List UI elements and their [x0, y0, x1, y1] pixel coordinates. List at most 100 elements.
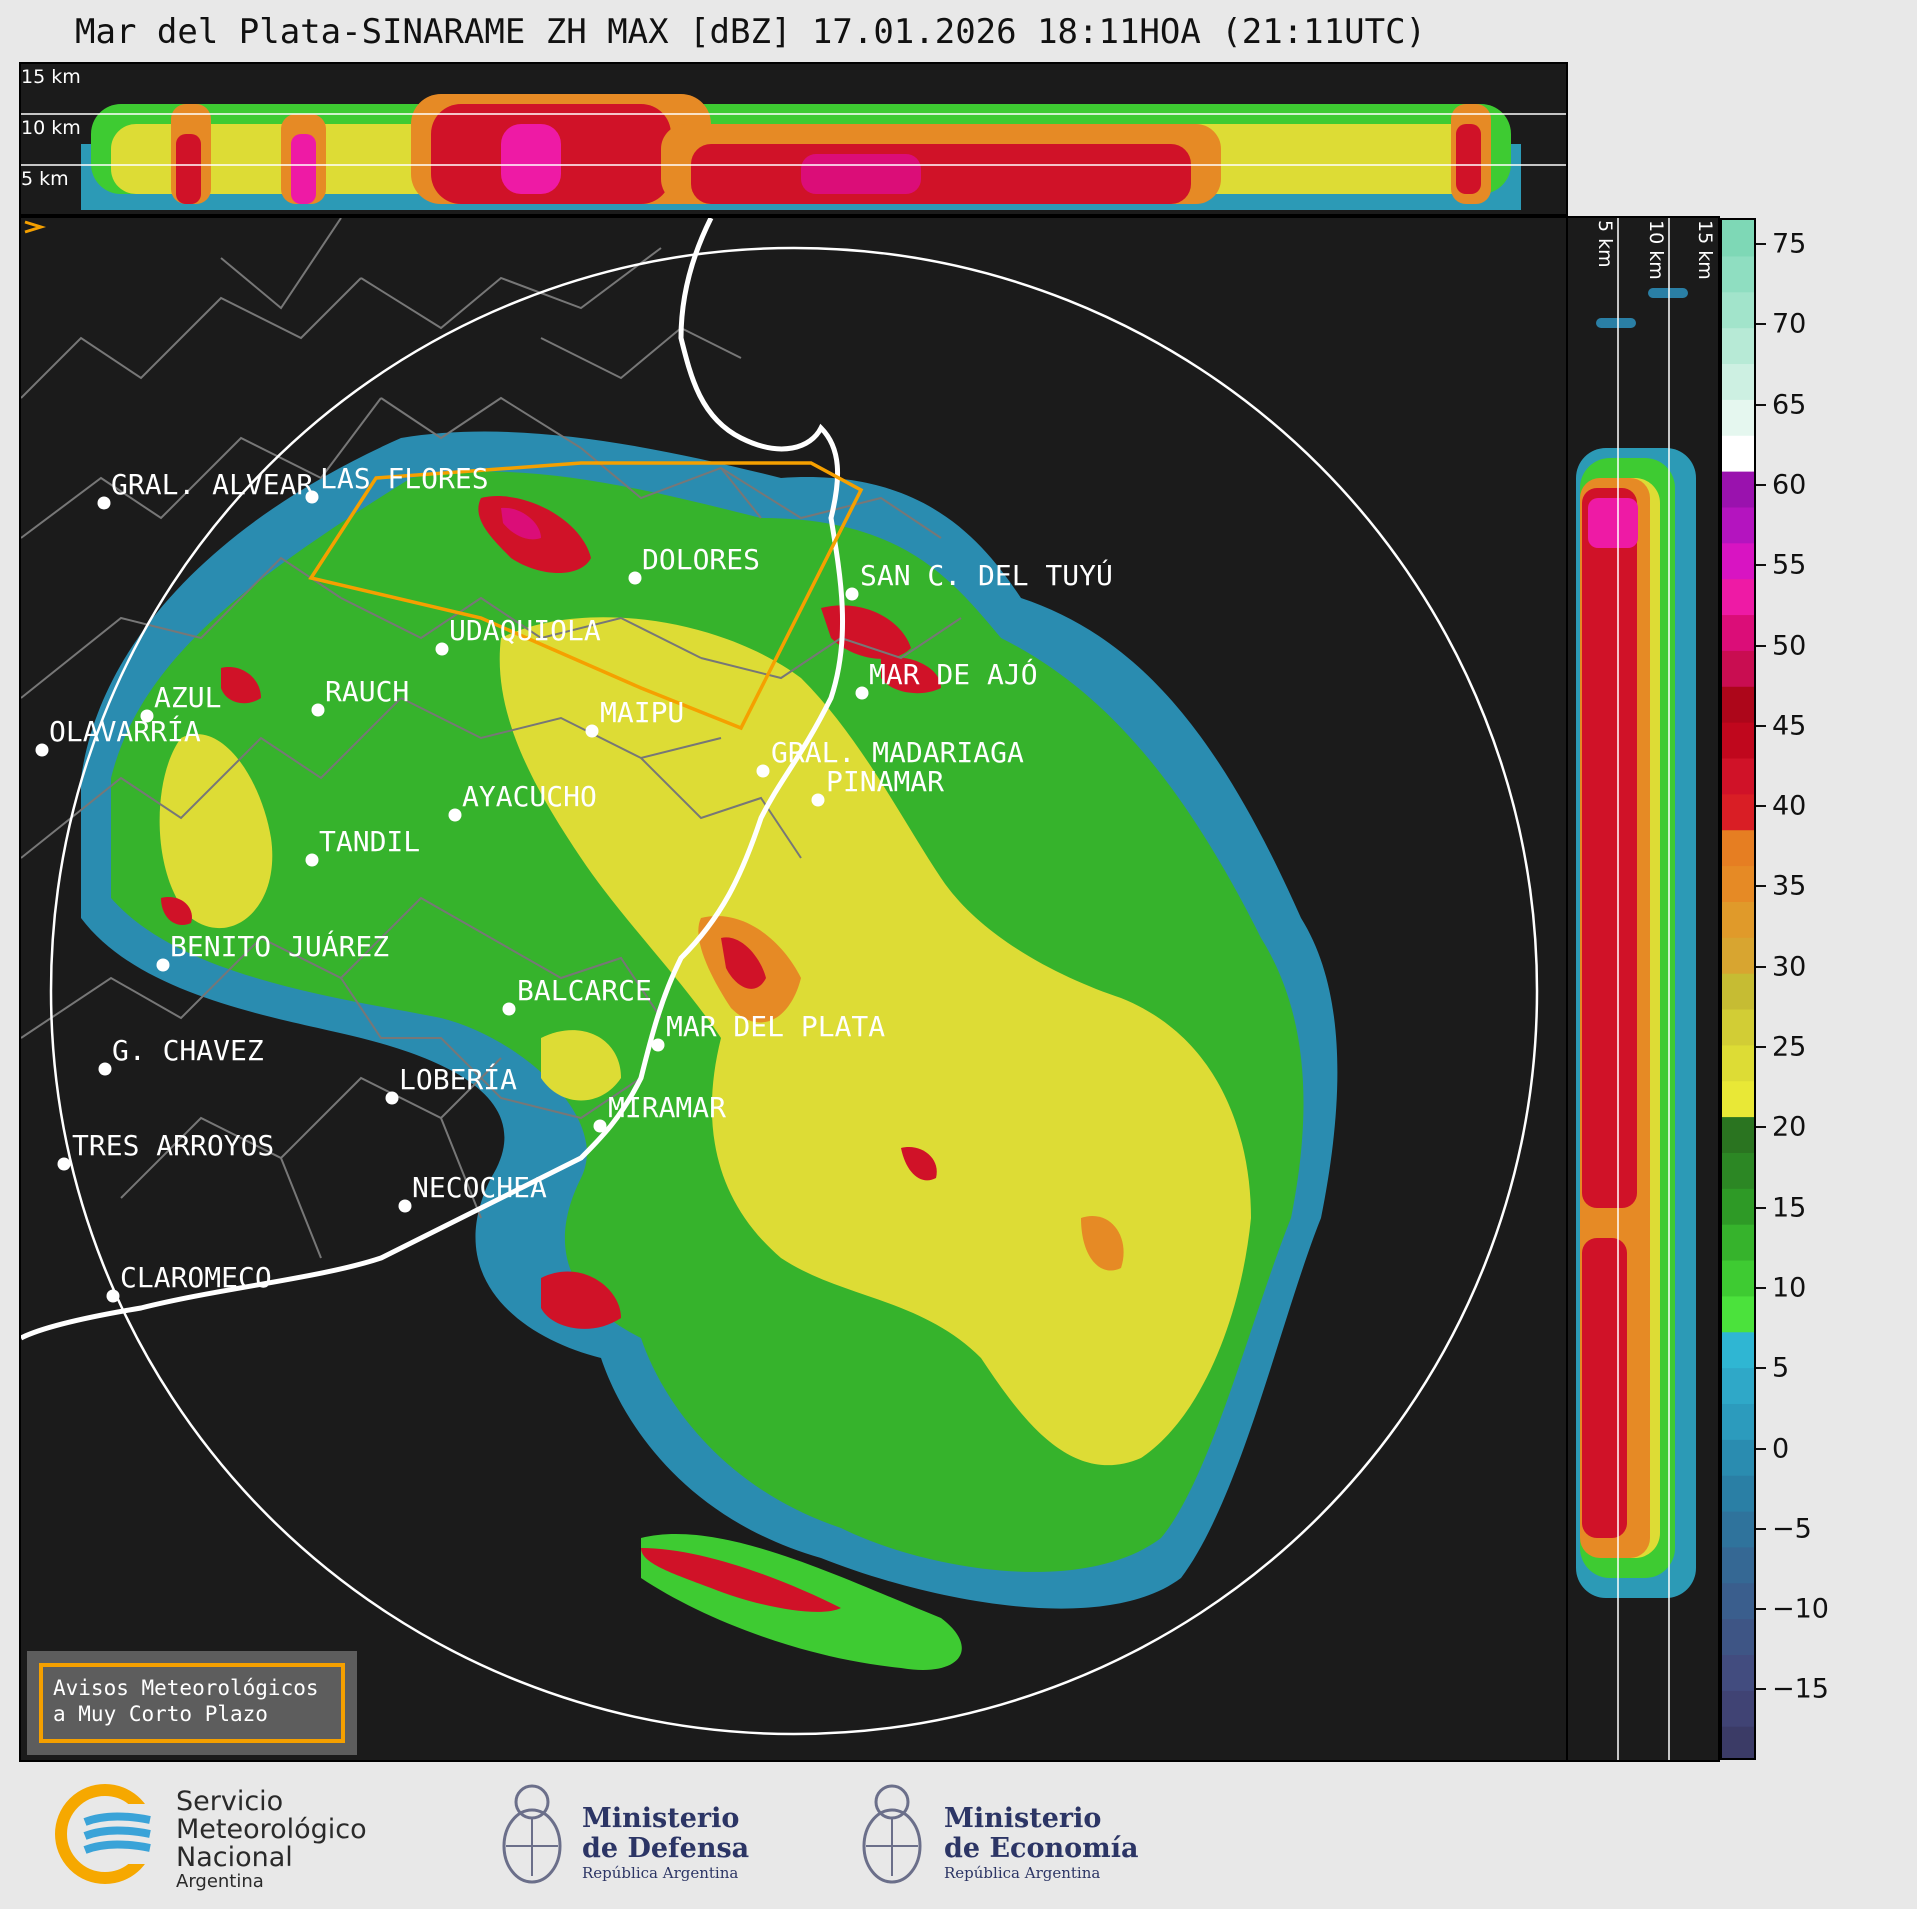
height-label-5km: 5 km: [21, 168, 69, 190]
colorbar-tick-mark: [1756, 1527, 1766, 1530]
colorbar-tick-mark: [1756, 1046, 1766, 1048]
colorbar-step: [1722, 1008, 1754, 1046]
city-label-balcarce: BALCARCE: [517, 974, 652, 1007]
colorbar-tick-label: 20: [1772, 1111, 1807, 1143]
coastline: [21, 218, 846, 1341]
city-label-claromeco: CLAROMECO: [120, 1261, 272, 1294]
city-dot: [140, 709, 154, 723]
colorbar-tick-mark: [1756, 805, 1766, 808]
colorbar-step: [1722, 1331, 1754, 1369]
city-dot: [311, 703, 325, 717]
colorbar-step: [1722, 435, 1754, 472]
side-strip-echo-shapes: [1576, 218, 1696, 1760]
smn-line-4: Argentina: [176, 1871, 264, 1892]
colorbar-tick-mark: [1756, 323, 1766, 326]
colorbar-step: [1722, 1044, 1754, 1082]
city-dot: [156, 958, 170, 972]
side-vertical-cross-section: 5 km 10 km 15 km: [1566, 216, 1720, 1762]
colorbar-tick-mark: [1756, 1286, 1766, 1289]
city-dot: [398, 1199, 412, 1213]
colorbar-tick-label: 50: [1772, 630, 1807, 661]
city-label-maipu: MAIPU: [600, 696, 685, 729]
economia-line-1: Ministerio: [944, 1803, 1102, 1834]
corner-marker-icon: [24, 220, 47, 234]
colorbar-tick-label: 10: [1772, 1272, 1807, 1304]
colorbar-step: [1722, 650, 1754, 687]
colorbar-tick-mark: [1756, 1206, 1766, 1209]
colorbar-tick-label: 25: [1772, 1031, 1807, 1063]
colorbar-tick-label: −15: [1772, 1673, 1829, 1705]
smn-line-2: Meteorológico: [176, 1814, 367, 1845]
radar-map: GRAL. ALVEAR LAS FLORES DOLORES SAN C. D…: [19, 216, 1568, 1762]
colorbar-tick-label: 30: [1772, 951, 1807, 983]
colorbar-tick-mark: [1756, 1447, 1766, 1450]
city-dot: [651, 1038, 665, 1052]
colorbar-step: [1722, 542, 1754, 580]
colorbar-tick-label: 65: [1772, 389, 1807, 421]
colorbar-ticks: 75 70 65 60 55 50 45 40 35 30 25 20 15 10 5 0 −5 −10 −15: [1756, 218, 1906, 1760]
colorbar-step: [1722, 937, 1754, 974]
city-dot: [385, 1091, 399, 1105]
colorbar-tick-label: −5: [1772, 1513, 1812, 1545]
city-label-olavarria: OLAVARRÍA: [49, 715, 201, 748]
colorbar-tick-mark: [1756, 1126, 1766, 1129]
colorbar-step: [1722, 399, 1754, 436]
economia-line-3: República Argentina: [944, 1864, 1101, 1882]
city-label-mar-de-ajo: MAR DE AJÓ: [869, 658, 1038, 691]
warnings-line-2: a Muy Corto Plazo: [53, 1702, 268, 1726]
city-dot: [502, 1002, 516, 1016]
colorbar-tick-mark: [1756, 243, 1766, 245]
colorbar-step: [1722, 829, 1754, 867]
city-label-gral-madariaga: GRAL. MADARIAGA: [771, 736, 1024, 769]
city-dot: [845, 587, 859, 601]
colorbar-tick-mark: [1756, 1608, 1766, 1611]
colorbar-tick-label: 5: [1772, 1352, 1790, 1384]
city-label-dolores: DOLORES: [642, 543, 761, 576]
smn-line-1: Servicio: [176, 1786, 284, 1817]
colorbar-step: [1722, 1654, 1754, 1691]
colorbar-step: [1722, 1295, 1754, 1333]
radar-echo-layer: [21, 218, 1539, 1736]
colorbar-gradient: [1722, 220, 1754, 1758]
city-dot: [855, 686, 869, 700]
smn-logo-text: Servicio Meteorológico Nacional Argentin…: [176, 1788, 367, 1892]
smn-line-3: Nacional: [176, 1842, 293, 1873]
dbz-colorbar: [1720, 218, 1756, 1760]
city-dot: [585, 724, 599, 738]
coat-of-arms-icon: [502, 1784, 562, 1884]
height-label-10km: 10 km: [21, 117, 81, 139]
colorbar-tick-mark: [1756, 564, 1766, 567]
city-label-udaquiola: UDAQUIOLA: [449, 614, 601, 647]
colorbar-tick-mark: [1756, 965, 1766, 968]
colorbar-step: [1722, 1510, 1754, 1548]
defensa-line-1: Ministerio: [582, 1803, 740, 1834]
colorbar-step: [1722, 686, 1754, 723]
colorbar-step: [1722, 291, 1754, 329]
colorbar-step: [1722, 1726, 1754, 1758]
colorbar-step: [1722, 1618, 1754, 1656]
height-label-15km: 15 km: [21, 66, 81, 88]
city-dot: [97, 496, 111, 510]
colorbar-step: [1722, 614, 1754, 651]
city-label-gral-alvear: GRAL. ALVEAR: [111, 468, 314, 501]
city-label-rauch: RAUCH: [325, 675, 410, 708]
colorbar-step: [1722, 722, 1754, 759]
economia-logo-text: Ministerio de Economía República Argenti…: [944, 1803, 1138, 1883]
colorbar-tick-label: 45: [1772, 710, 1807, 742]
colorbar-step: [1722, 255, 1754, 293]
city-label-mar-del-plata: MAR DEL PLATA: [666, 1010, 886, 1043]
colorbar-step: [1722, 901, 1754, 938]
colorbar-tick-mark: [1756, 885, 1766, 888]
colorbar-tick-mark: [1756, 644, 1766, 647]
city-label-loberia: LOBERÍA: [399, 1063, 518, 1096]
top-strip-echo-shapes: [21, 94, 1566, 210]
warnings-legend-frame: Avisos Meteorológicos a Muy Corto Plazo: [39, 1663, 345, 1743]
colorbar-step: [1722, 471, 1754, 508]
city-dot: [593, 1119, 607, 1133]
defensa-line-3: República Argentina: [582, 1864, 739, 1882]
colorbar-tick-label: 60: [1772, 469, 1807, 501]
colorbar-tick-label: 40: [1772, 790, 1807, 822]
colorbar-step: [1722, 865, 1754, 902]
colorbar-step: [1722, 793, 1754, 831]
range-ring: [49, 246, 1539, 1736]
